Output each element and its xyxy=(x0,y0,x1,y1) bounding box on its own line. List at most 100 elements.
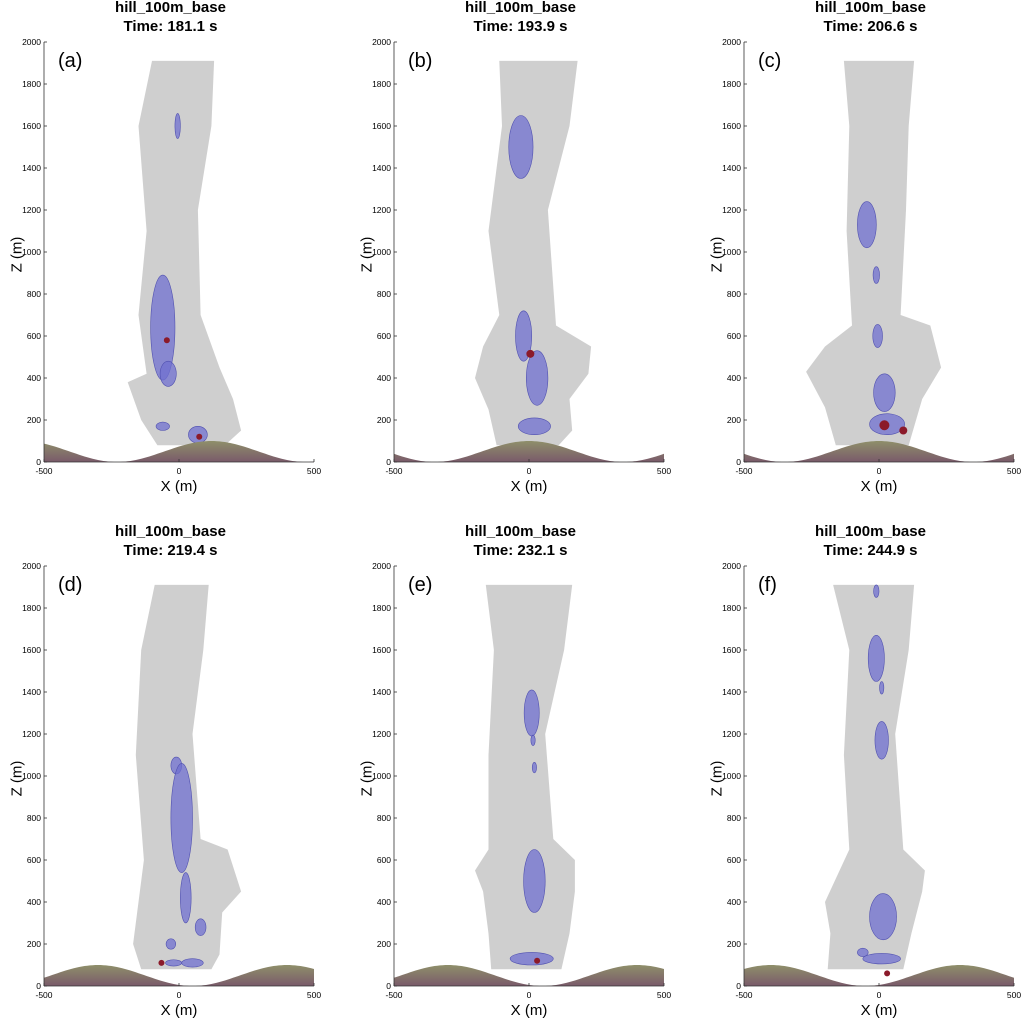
y-tick-label: 1800 xyxy=(372,603,391,613)
vortex-core xyxy=(884,970,891,977)
y-tick-label: 400 xyxy=(377,373,391,383)
plume-isosurface xyxy=(475,60,592,446)
panel-title-case: hill_100m_base xyxy=(465,0,576,16)
y-tick-label: 2000 xyxy=(722,37,741,47)
y-tick-label: 1200 xyxy=(372,205,391,215)
vortex-isosurface xyxy=(531,762,537,774)
panel-title-time: Time: 193.9 s xyxy=(473,18,568,35)
x-axis-title: X (m) xyxy=(510,1002,548,1019)
vortex-isosurface xyxy=(872,266,880,284)
y-tick-label: 1400 xyxy=(372,163,391,173)
y-tick-label: 200 xyxy=(27,415,41,425)
y-tick-label: 1600 xyxy=(22,645,41,655)
y-tick-label: 600 xyxy=(727,855,741,865)
y-tick-label: 400 xyxy=(727,373,741,383)
x-tick-label: -500 xyxy=(735,466,752,476)
figure-panel-c: hill_100m_base Time: 206.6 s 0 200 400 600 800… xyxy=(700,0,1023,512)
y-tick-label: 400 xyxy=(727,897,741,907)
x-axis-title: X (m) xyxy=(160,478,198,495)
y-axis-title: Z (m) xyxy=(358,236,376,273)
figure-panel-e: hill_100m_base Time: 232.1 s 0 200 400 600 800… xyxy=(350,523,691,1036)
y-tick-label: 2000 xyxy=(22,37,41,47)
vortex-isosurface xyxy=(180,872,192,924)
panel-title-case: hill_100m_base xyxy=(115,523,226,540)
panel-title-time: Time: 244.9 s xyxy=(823,542,918,559)
figure-panel-b: hill_100m_base Time: 193.9 s 0 200 400 600 800… xyxy=(350,0,691,512)
y-tick-label: 1800 xyxy=(722,603,741,613)
y-tick-label: 1600 xyxy=(22,121,41,131)
vortex-isosurface xyxy=(530,734,536,746)
y-tick-label: 1000 xyxy=(722,771,741,781)
y-tick-label: 2000 xyxy=(22,561,41,571)
x-tick-label: 500 xyxy=(657,466,671,476)
y-tick-label: 1600 xyxy=(372,121,391,131)
vortex-isosurface xyxy=(194,918,207,936)
x-tick-label: -500 xyxy=(735,990,752,1000)
y-tick-label: 0 xyxy=(736,457,741,467)
terrain-hill xyxy=(394,965,664,986)
y-tick-label: 800 xyxy=(727,289,741,299)
vortex-isosurface xyxy=(174,113,181,139)
y-tick-label: 1200 xyxy=(722,205,741,215)
plume-plot: 0 200 400 600 800 1000 1200 1400 1600 1800 2000 -50… xyxy=(22,37,321,476)
y-tick-label: 200 xyxy=(27,939,41,949)
x-axis-title: X (m) xyxy=(860,478,898,495)
vortex-core xyxy=(879,420,890,431)
vortex-isosurface xyxy=(872,324,883,348)
x-tick-label: 500 xyxy=(1007,466,1021,476)
panel-label: (e) xyxy=(408,574,433,596)
y-tick-label: 1200 xyxy=(722,729,741,739)
panel-title-case: hill_100m_base xyxy=(465,523,576,540)
y-tick-label: 1200 xyxy=(22,205,41,215)
y-tick-label: 0 xyxy=(36,981,41,991)
y-tick-label: 1800 xyxy=(22,79,41,89)
terrain-hill xyxy=(744,965,1014,986)
vortex-isosurface xyxy=(867,634,885,682)
vortex-core xyxy=(158,959,165,966)
panel-label: (d) xyxy=(58,574,83,596)
y-tick-label: 1200 xyxy=(22,729,41,739)
y-tick-label: 400 xyxy=(27,897,41,907)
figure-panel-a: hill_100m_base Time: 181.1 s 0 200 400 600 800… xyxy=(0,0,341,512)
x-tick-label: -500 xyxy=(385,466,402,476)
panel-title-time: Time: 219.4 s xyxy=(123,542,218,559)
y-tick-label: 600 xyxy=(27,331,41,341)
vortex-isosurface xyxy=(523,689,540,737)
y-tick-label: 800 xyxy=(27,289,41,299)
x-tick-label: 0 xyxy=(877,466,882,476)
vortex-isosurface xyxy=(515,310,533,362)
plume-plot: 0 200 400 600 800 1000 1200 1400 1600 1800 2000 -50… xyxy=(372,561,671,1000)
x-axis-title: X (m) xyxy=(510,478,548,495)
y-tick-label: 400 xyxy=(27,373,41,383)
y-tick-label: 1000 xyxy=(22,247,41,257)
vortex-isosurface xyxy=(869,893,897,941)
vortex-isosurface xyxy=(873,584,880,598)
terrain-hill xyxy=(394,441,664,462)
plume-isosurface xyxy=(825,584,925,970)
x-tick-label: -500 xyxy=(385,990,402,1000)
y-tick-label: 2000 xyxy=(372,37,391,47)
x-tick-label: 500 xyxy=(307,466,321,476)
y-tick-label: 1800 xyxy=(372,79,391,89)
y-tick-label: 1600 xyxy=(372,645,391,655)
panel-title-time: Time: 232.1 s xyxy=(473,542,568,559)
vortex-isosurface xyxy=(873,373,896,412)
vortex-isosurface xyxy=(862,953,901,965)
terrain-hill xyxy=(44,441,314,462)
y-tick-label: 200 xyxy=(727,415,741,425)
y-tick-label: 1200 xyxy=(372,729,391,739)
x-tick-label: 500 xyxy=(657,990,671,1000)
panel-label: (c) xyxy=(758,50,782,72)
panel-title-time: Time: 206.6 s xyxy=(823,18,918,35)
y-tick-label: 600 xyxy=(727,331,741,341)
vortex-isosurface xyxy=(879,681,885,695)
y-tick-label: 400 xyxy=(377,897,391,907)
figure-panel-d: hill_100m_base Time: 219.4 s 0 200 400 600 800… xyxy=(0,523,341,1036)
x-tick-label: 0 xyxy=(177,990,182,1000)
y-tick-label: 1000 xyxy=(372,247,391,257)
y-axis-title: Z (m) xyxy=(8,760,26,797)
vortex-isosurface xyxy=(181,958,204,968)
figure-panel-f: hill_100m_base Time: 244.9 s 0 200 400 600 800… xyxy=(700,523,1023,1036)
x-tick-label: 500 xyxy=(1007,990,1021,1000)
vortex-isosurface xyxy=(523,849,546,913)
